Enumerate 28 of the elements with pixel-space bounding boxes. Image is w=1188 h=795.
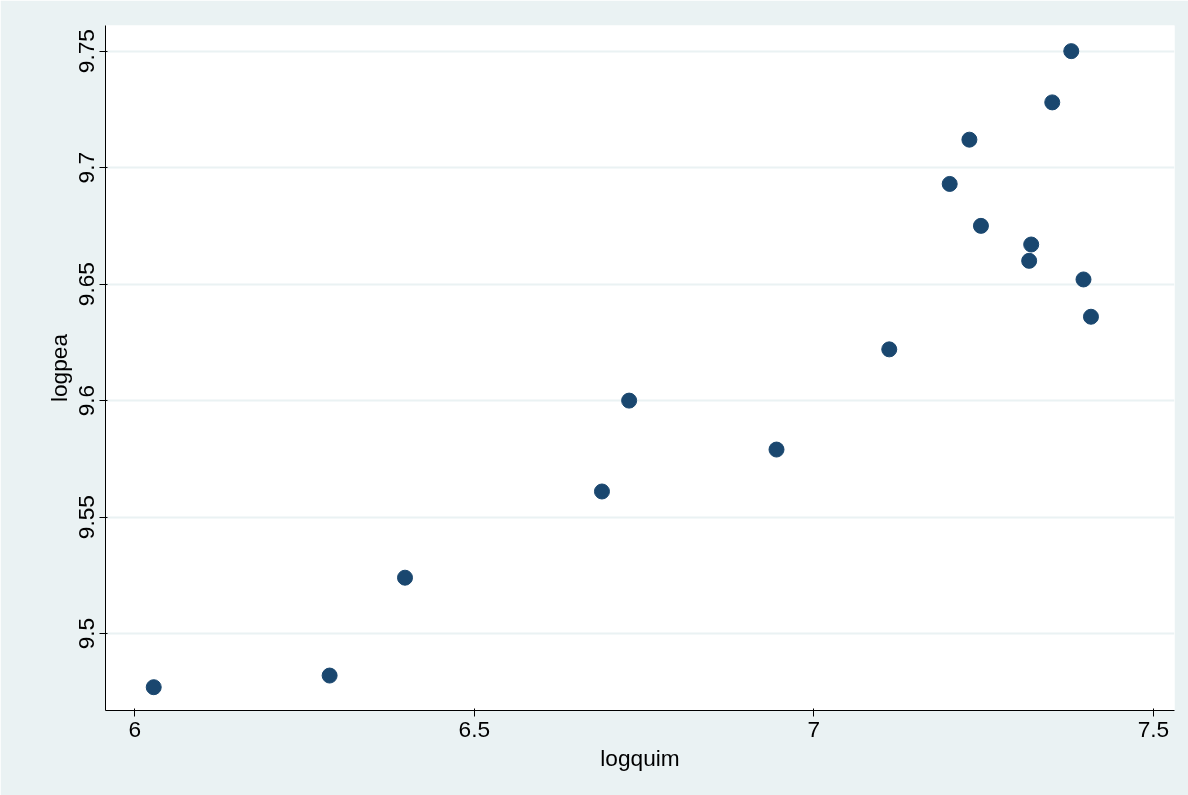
y-tick-label: 9.7 (73, 151, 100, 184)
x-tick-label: 7.5 (1137, 715, 1170, 742)
point (145, 679, 162, 696)
y-tick-label: 9.5 (73, 617, 100, 650)
x-tick-label: 6.5 (458, 715, 491, 742)
point (961, 131, 978, 148)
point (1044, 94, 1061, 111)
point (972, 217, 989, 234)
y-tick-label: 9.6 (73, 384, 100, 417)
x-axis-title: logquim (600, 744, 680, 771)
y-axis-title: logpea (45, 333, 72, 403)
y-tick-label: 9.75 (73, 29, 100, 74)
y-tick-label: 9.55 (73, 495, 100, 540)
point (941, 175, 958, 192)
x-tick-label: 7 (807, 715, 821, 742)
y-tick-label: 9.65 (73, 262, 100, 307)
point (593, 483, 610, 500)
point (1063, 43, 1080, 60)
point (1023, 236, 1040, 253)
point (397, 569, 414, 586)
point (1075, 271, 1092, 288)
point (881, 341, 898, 358)
point (621, 392, 638, 409)
point (1021, 252, 1038, 269)
x-tick-label: 6 (128, 715, 142, 742)
point (768, 441, 785, 458)
point (321, 667, 338, 684)
point (1082, 308, 1099, 325)
